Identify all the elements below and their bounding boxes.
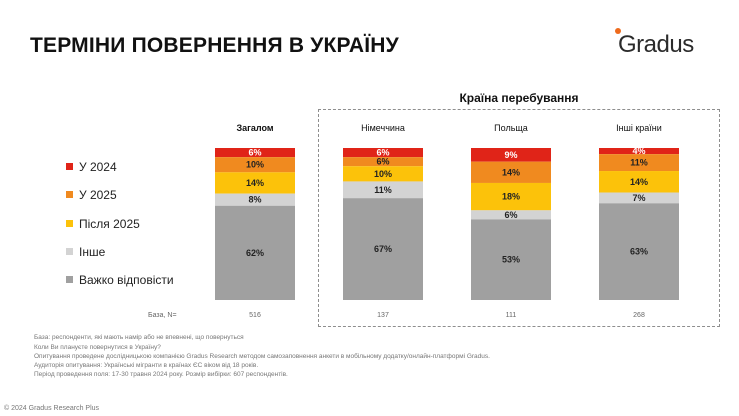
bar-data-label: 9% [504, 150, 517, 160]
legend-item-after-2025: Після 2025 [66, 217, 206, 231]
legend-label: Важко відповісти [79, 273, 174, 287]
country-group-frame [318, 109, 720, 327]
logo-dot-icon [615, 28, 621, 34]
bar-data-label: 67% [374, 244, 392, 254]
bar-data-label: 6% [376, 157, 389, 167]
legend-label: Після 2025 [79, 217, 140, 231]
bar-segment [343, 198, 423, 300]
bar-segment [471, 210, 551, 220]
category-label-overall: Загалом [236, 123, 274, 133]
country-group-title: Країна перебування [459, 91, 579, 105]
category-label-other-countries: Інші країни [616, 123, 662, 133]
bar-data-label: 11% [374, 185, 392, 195]
legend-swatch [66, 191, 73, 198]
bar-data-label: 11% [630, 158, 648, 168]
category-label-germany: Німеччина [361, 123, 405, 133]
bar-segment [343, 166, 423, 182]
bar-segment [215, 148, 295, 158]
bar-segment [343, 157, 423, 167]
bar-segment [343, 148, 423, 158]
bar-data-label: 18% [502, 192, 520, 202]
bar-segment [599, 203, 679, 300]
bar-segment [471, 219, 551, 300]
base-value-overall: 516 [249, 312, 261, 319]
bar-data-label: 8% [248, 195, 261, 205]
footnote-question: Коли Ви плануєте повернутися в Україну? [34, 344, 161, 351]
bar-segment [599, 192, 679, 204]
bar-segment [471, 148, 551, 162]
bar-segment [215, 157, 295, 173]
bar-segment [599, 148, 679, 155]
legend-label: У 2025 [79, 188, 117, 202]
bar-data-label: 6% [248, 148, 261, 158]
legend-label: У 2024 [79, 160, 117, 174]
bar-segment [599, 154, 679, 172]
bar-data-label: 14% [630, 177, 648, 187]
logo-text: Gradus [618, 31, 694, 58]
bar-data-label: 10% [246, 160, 264, 170]
footnote-period: Період проведення поля: 17-30 травня 202… [34, 371, 288, 378]
bar-data-label: 6% [504, 210, 517, 220]
bar-data-label: 10% [374, 169, 392, 179]
bar-data-label: 14% [502, 167, 520, 177]
legend-swatch [66, 163, 73, 170]
bar-segment [343, 181, 423, 199]
bar-data-label: 14% [246, 178, 264, 188]
base-value-poland: 111 [505, 312, 517, 319]
bar-data-label: 6% [376, 148, 389, 158]
legend-swatch [66, 248, 73, 255]
legend-item-2025: У 2025 [66, 188, 206, 202]
base-value-other-countries: 268 [633, 312, 645, 319]
bar-segment [599, 171, 679, 193]
category-label-poland: Польща [494, 123, 528, 133]
footnote-base: База: респонденти, які мають намір або н… [34, 334, 244, 341]
legend-label: Інше [79, 245, 106, 259]
gradus-logo: Gradus [614, 28, 719, 60]
legend-item-2024: У 2024 [66, 160, 206, 174]
bar-data-label: 62% [246, 248, 264, 258]
legend-swatch [66, 220, 73, 227]
footnote-audience: Аудиторія опитування: Українські мігрант… [34, 362, 259, 369]
base-label: База, N= [148, 312, 177, 319]
footnote-method: Опитування проведене дослідницькою компа… [34, 353, 490, 360]
bar-data-label: 53% [502, 255, 520, 265]
bar-data-label: 63% [630, 247, 648, 257]
legend-swatch [66, 276, 73, 283]
legend-item-hard-to-say: Важко відповісти [66, 273, 206, 287]
copyright: © 2024 Gradus Research Plus [4, 405, 100, 412]
base-value-germany: 137 [377, 312, 389, 319]
bar-segment [215, 205, 295, 300]
bar-data-label: 4% [632, 146, 645, 156]
bar-segment [471, 182, 551, 211]
bar-segment [215, 193, 295, 206]
page-title: ТЕРМІНИ ПОВЕРНЕННЯ В УКРАЇНУ [30, 34, 399, 57]
bar-segment [215, 172, 295, 194]
legend-item-other: Інше [66, 245, 206, 259]
bar-data-label: 7% [632, 193, 645, 203]
bar-segment [471, 161, 551, 183]
